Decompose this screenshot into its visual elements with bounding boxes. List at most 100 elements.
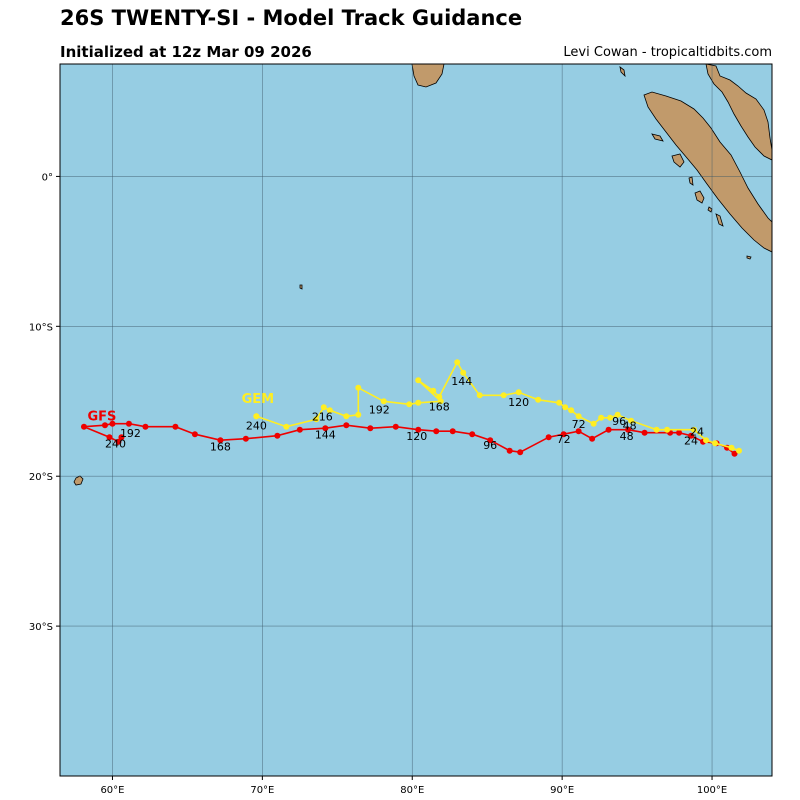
gfs-forecast-hour-label: 48 <box>620 430 634 443</box>
gem-track-point <box>380 398 387 405</box>
gem-track-point <box>415 377 422 384</box>
gfs-track-point <box>487 437 494 444</box>
gfs-track-point <box>506 447 513 454</box>
nias-island <box>694 190 705 204</box>
gfs-track-point <box>172 423 179 430</box>
gem-track-point <box>712 440 719 447</box>
gem-track-point <box>535 396 542 403</box>
gem-track-point <box>437 398 444 405</box>
small-island-e <box>707 206 713 213</box>
lat-tick-label: 10°S <box>29 322 53 333</box>
small-island-b <box>688 176 694 186</box>
andaman-island <box>619 66 626 78</box>
gem-track-point <box>728 444 735 451</box>
gem-track-point <box>326 407 333 414</box>
gfs-track-point <box>605 426 612 433</box>
gem-track-point <box>515 389 522 396</box>
gfs-track-point <box>625 426 632 433</box>
gfs-forecast-hour-label: 24 <box>684 435 698 448</box>
credit-text: Levi Cowan - tropicaltidbits.com <box>563 45 772 60</box>
simeulue-island <box>671 153 685 168</box>
gem-track-point <box>562 404 569 411</box>
land-masses <box>73 64 772 486</box>
gfs-track-point <box>115 438 122 445</box>
gem-track-point <box>343 413 350 420</box>
gem-forecast-hour-label: 24 <box>690 426 704 439</box>
sri-lanka-landmass <box>411 64 445 88</box>
lon-tick-label: 80°E <box>400 785 424 796</box>
graticule <box>60 64 772 776</box>
gem-track-point <box>313 416 320 423</box>
gem-track-point <box>607 414 614 421</box>
gem-track-point <box>460 369 467 376</box>
gfs-track-point <box>415 426 422 433</box>
gfs-forecast-hour-label: 144 <box>315 429 336 442</box>
gfs-track-point <box>560 431 567 438</box>
gem-forecast-hour-label: 144 <box>451 375 472 388</box>
gfs-track-point <box>392 423 399 430</box>
gfs-track-point <box>242 435 249 442</box>
gem-forecast-hour-label: 192 <box>369 403 390 416</box>
gem-track-point <box>575 413 582 420</box>
axis-ticks: 60°E 70°E 80°E 90°E 100°E 0° 10°S 20°S 30°S <box>29 172 727 796</box>
gfs-track-point <box>641 429 648 436</box>
gem-track-point <box>406 401 413 408</box>
small-island-a <box>651 133 664 142</box>
gfs-track-point <box>676 429 683 436</box>
gem-track-point <box>628 417 635 424</box>
mentawai-island <box>715 213 724 227</box>
init-time-subtitle: Initialized at 12z Mar 09 2026 <box>60 43 312 61</box>
gfs-forecast-hour-label: 240 <box>105 438 126 451</box>
gfs-track-point <box>322 425 329 432</box>
gem-track-point <box>355 384 362 391</box>
sumatra-landmass <box>643 91 772 253</box>
gem-forecast-hour-label: 240 <box>246 420 267 433</box>
gfs-track-point <box>101 422 108 429</box>
gem-track-point <box>476 392 483 399</box>
gfs-track-point <box>274 432 281 439</box>
gem-forecast-hour-label: 48 <box>623 420 637 433</box>
gem-track-point <box>614 411 621 418</box>
gfs-track-point <box>142 423 149 430</box>
gfs-track-point <box>545 434 552 441</box>
gem-track-point <box>500 392 507 399</box>
small-island-d <box>746 255 752 260</box>
gfs-track-point <box>191 431 198 438</box>
gfs-track-point <box>367 425 374 432</box>
gem-track-point <box>430 387 437 394</box>
gfs-track-point <box>589 435 596 442</box>
gem-track-point <box>568 407 575 414</box>
gem-track-point <box>664 426 671 433</box>
gem-forecast-hour-label: 120 <box>508 396 529 409</box>
lat-tick-label: 20°S <box>29 472 53 483</box>
gem-track-point <box>590 420 597 427</box>
gfs-track-point <box>118 434 125 441</box>
gem-forecast-hour-label: 72 <box>572 418 586 431</box>
lon-tick-label: 100°E <box>697 785 727 796</box>
map-frame <box>59 63 773 777</box>
gem-track-point <box>253 413 260 420</box>
lat-tick-label: 30°S <box>29 622 53 633</box>
gfs-track-point <box>80 423 87 430</box>
gem-track-point <box>653 426 660 433</box>
gfs-track-point <box>296 426 303 433</box>
gem-track-point <box>320 404 327 411</box>
gfs-track-point <box>575 428 582 435</box>
gfs-track-point <box>688 432 695 439</box>
lon-tick-label: 90°E <box>550 785 574 796</box>
gfs-track-point <box>517 449 524 456</box>
lon-tick-label: 60°E <box>100 785 124 796</box>
gem-track-point <box>355 411 362 418</box>
lat-tick-label: 0° <box>42 172 53 183</box>
gem-forecast-hour-label: 96 <box>612 415 626 428</box>
gem-track-point <box>703 437 710 444</box>
gem-model-label: GEM <box>242 392 275 407</box>
chart-title: 26S TWENTY-SI - Model Track Guidance <box>60 6 523 30</box>
gem-track-point <box>691 426 698 433</box>
gem-track-point <box>736 447 743 454</box>
lon-tick-label: 70°E <box>250 785 274 796</box>
gem-track-point <box>283 423 290 430</box>
gem-track-point <box>556 399 563 406</box>
